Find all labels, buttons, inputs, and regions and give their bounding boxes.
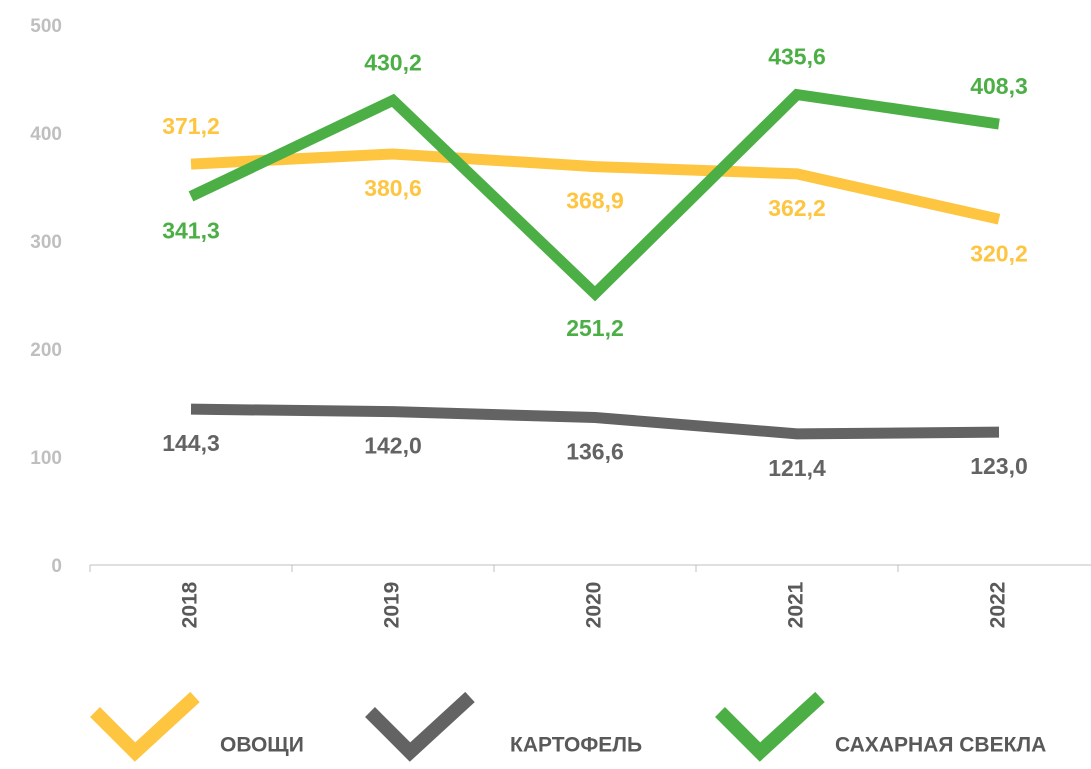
y-tick-label: 100 [30,448,62,469]
series-line [190,403,1000,440]
legend-label: САХАРНАЯ СВЕКЛА [835,734,1046,757]
x-tick-label: 2018 [179,581,202,628]
y-tick-label: 400 [30,124,62,145]
series-line [188,88,1000,302]
data-label: 144,3 [162,430,220,456]
data-label: 123,0 [970,453,1028,479]
y-tick-label: 0 [51,556,62,577]
y-tick-label: 500 [30,16,62,37]
x-tick-label: 2022 [987,582,1010,629]
legend-icon [90,691,200,762]
legend-label: КАРТОФЕЛЬ [510,734,642,757]
data-label: 368,9 [566,188,624,214]
data-label: 320,2 [970,240,1028,266]
x-tick-label: 2020 [583,582,606,629]
data-label: 121,4 [768,455,826,481]
data-label: 362,2 [768,195,826,221]
data-label: 430,2 [364,49,422,75]
data-label: 408,3 [970,73,1028,99]
data-label: 371,2 [162,113,220,139]
data-label: 435,6 [768,44,826,70]
data-label: 341,3 [162,217,220,243]
y-tick-label: 300 [30,232,62,253]
legend-label: ОВОЩИ [220,734,304,757]
legend-icon [365,691,475,762]
data-label: 136,6 [566,439,624,465]
data-label: 251,2 [566,315,624,341]
series-line [190,148,1001,225]
data-label: 142,0 [364,433,422,459]
legend-icon [715,691,825,762]
x-tick-label: 2021 [785,581,808,628]
data-label: 380,6 [364,175,422,201]
x-tick-label: 2019 [381,582,404,629]
y-tick-label: 200 [30,340,62,361]
